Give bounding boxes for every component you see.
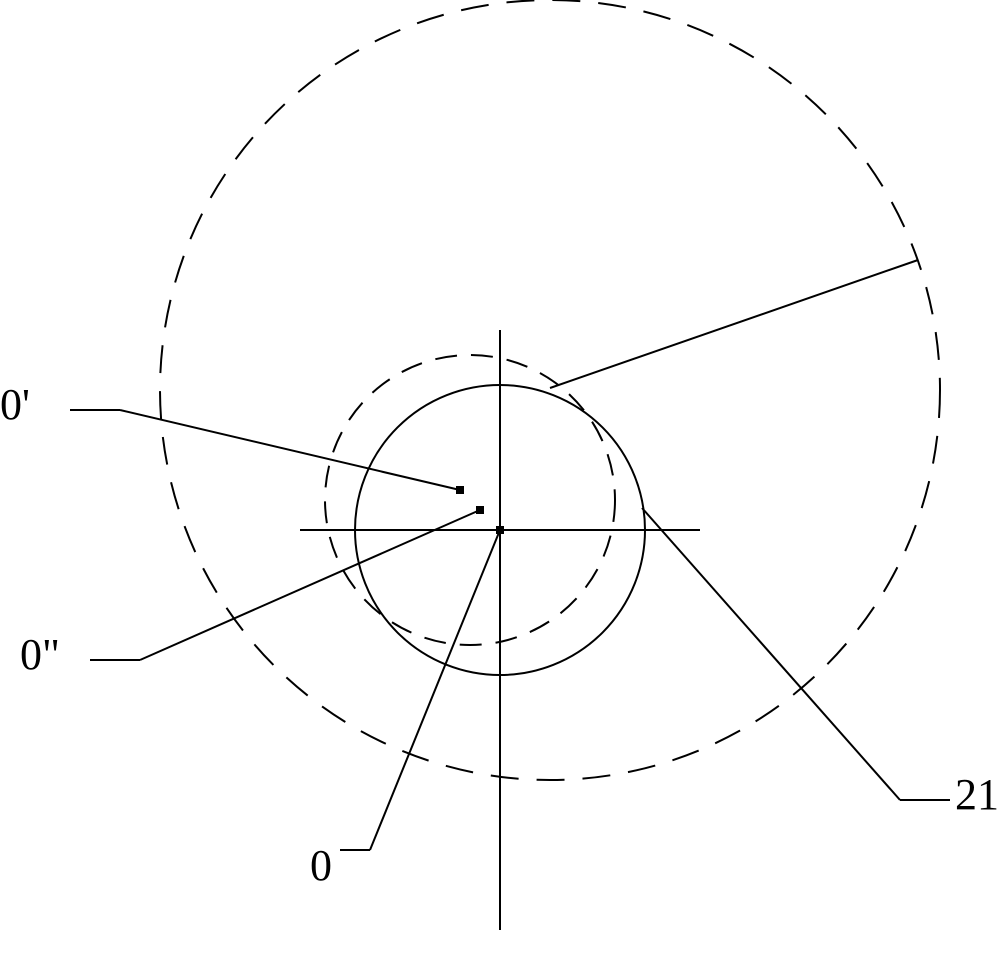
o-double-leader (140, 510, 480, 660)
label-o-double-prime: 0" (20, 629, 60, 680)
o-leader (370, 530, 500, 850)
outer-dashed-circle (160, 0, 940, 780)
twentyone-leader (642, 508, 900, 800)
label-o: 0 (310, 840, 332, 891)
o-prime-leader (120, 410, 460, 490)
label-o-prime: 0' (0, 379, 30, 430)
outer-circle-radius-line (550, 260, 918, 388)
label-21: 21 (955, 769, 999, 820)
